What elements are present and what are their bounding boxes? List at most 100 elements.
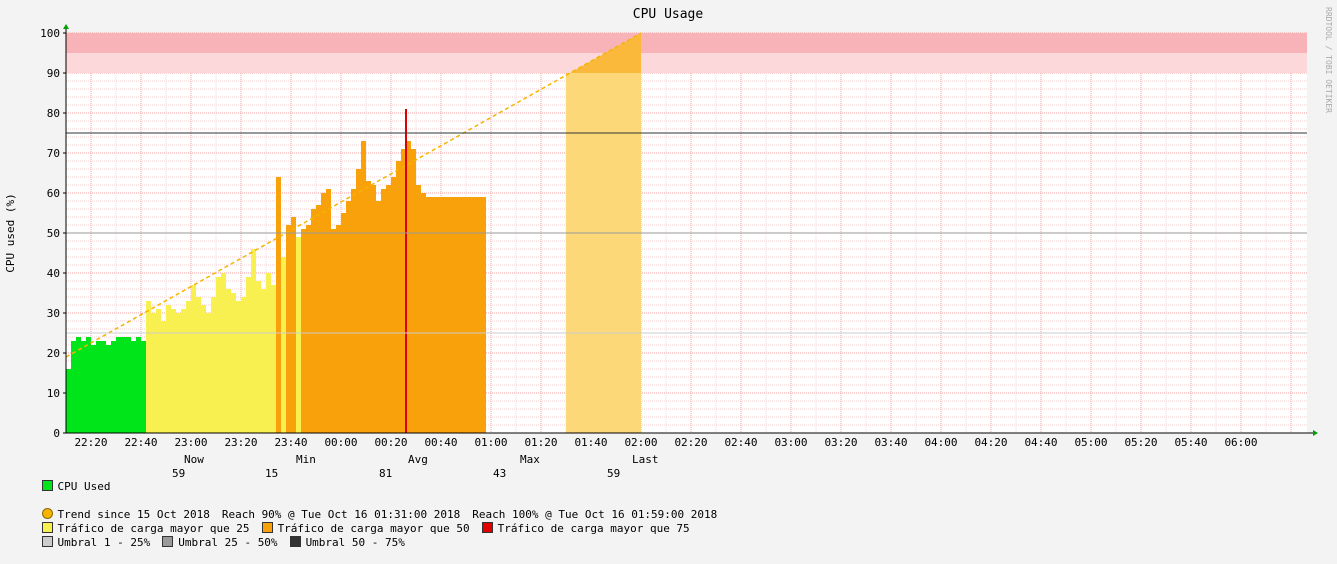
cpu-bar (326, 189, 331, 433)
traffic-50-swatch (261, 522, 273, 533)
cpu-bar (256, 281, 261, 433)
cpu-bar (391, 177, 396, 433)
threshold-band-pink (66, 53, 1307, 73)
legend-row-trend: Trend since 15 Oct 2018 Reach 90% @ Tue O… (15, 494, 729, 536)
cpu-bar (236, 301, 241, 433)
legend-header-max: Max (520, 453, 540, 466)
y-tick-label: 50 (47, 227, 60, 240)
x-tick-label: 23:40 (274, 436, 307, 449)
cpu-bar (116, 337, 126, 433)
cpu-bar (311, 209, 316, 433)
cpu-bar (106, 345, 111, 433)
cpu-bar (401, 149, 406, 433)
x-tick-label: 22:20 (74, 436, 107, 449)
cpu-usage-chart: 0 10 20 30 40 50 60 70 80 90 100 22:20 22:40 23:00 23:… (4, 7, 1333, 449)
y-tick-label: 80 (47, 107, 60, 120)
cpu-bar (201, 305, 206, 433)
cpu-bar (166, 305, 171, 433)
cpu-bar (261, 289, 266, 433)
cpu-bar (376, 201, 381, 433)
cpu-bar (111, 341, 116, 433)
cpu-bar (396, 161, 401, 433)
legend-row-traffic: Tráfico de carga mayor que 25 Tráfico de … (15, 508, 702, 550)
y-tick-label: 10 (47, 387, 60, 400)
cpu-bar (456, 197, 471, 433)
cpu-bar (286, 225, 291, 433)
x-tick-label: 02:40 (724, 436, 757, 449)
cpu-bar (81, 341, 86, 433)
cpu-used-max: 43 (493, 467, 507, 480)
cpu-bar (411, 149, 416, 433)
cpu-used-min: 15 (265, 467, 279, 480)
cpu-bar (316, 205, 321, 433)
cpu-used-label: CPU Used (57, 480, 111, 493)
umbral-3-swatch (289, 536, 301, 547)
y-tick-label: 60 (47, 187, 60, 200)
traffic-50-label: Tráfico de carga mayor que 50 (277, 522, 470, 535)
traffic-25-swatch (41, 522, 53, 533)
cpu-bar (216, 277, 221, 433)
y-tick-label: 30 (47, 307, 60, 320)
cpu-bar (96, 341, 101, 433)
x-tick-label: 23:20 (224, 436, 257, 449)
x-tick-label: 03:00 (774, 436, 807, 449)
cpu-bar (426, 197, 441, 433)
cpu-bar (281, 257, 286, 433)
y-axis-arrow (63, 24, 69, 29)
cpu-bar (181, 309, 186, 433)
x-tick-label: 04:00 (924, 436, 957, 449)
cpu-bar (91, 345, 96, 433)
trend-dot-icon (41, 508, 53, 519)
x-tick-label: 05:40 (1174, 436, 1207, 449)
cpu-bar (221, 273, 226, 433)
y-tick-label: 40 (47, 267, 60, 280)
cpu-bar (421, 193, 426, 433)
cpu-bar (341, 213, 346, 433)
cpu-bar (211, 297, 216, 433)
x-tick-label: 01:40 (574, 436, 607, 449)
cpu-bar (171, 309, 176, 433)
umbral-2-label: Umbral 25 - 50% (178, 536, 278, 549)
cpu-bar (101, 341, 106, 433)
cpu-bar (206, 313, 211, 433)
x-tick-label: 03:40 (874, 436, 907, 449)
cpu-used-avg: 81 (379, 467, 393, 480)
x-tick-label: 23:00 (174, 436, 207, 449)
y-tick-label: 0 (53, 427, 60, 440)
legend-header-last: Last (632, 453, 659, 466)
x-tick-label: 03:20 (824, 436, 857, 449)
umbral-2-swatch (162, 536, 174, 547)
cpu-bar (301, 229, 306, 433)
cpu-bar (406, 141, 411, 433)
watermark: RRDTOOL / TOBI OETIKER (1324, 7, 1333, 113)
cpu-bar (371, 185, 376, 433)
cpu-bar (126, 337, 131, 433)
trend-reach-90: Reach 90% @ Tue Oct 16 01:31:00 2018 (221, 508, 461, 521)
cpu-bar (151, 313, 156, 433)
cpu-bar (241, 297, 246, 433)
cpu-bar (251, 249, 256, 433)
traffic-75-label: Tráfico de carga mayor que 75 (497, 522, 690, 535)
cpu-bar (161, 321, 166, 433)
cpu-bar (331, 229, 336, 433)
traffic-75-swatch (481, 522, 493, 533)
cpu-bar (146, 301, 151, 433)
cpu-bar (386, 185, 391, 433)
cpu-bar (71, 341, 76, 433)
cpu-bar (361, 141, 366, 433)
cpu-bar (271, 285, 276, 433)
cpu-bar (226, 289, 231, 433)
legend-header-min: Min (296, 453, 316, 466)
umbral-3-label: Umbral 50 - 75% (305, 536, 405, 549)
cpu-bar (471, 197, 486, 433)
cpu-bar (86, 337, 91, 433)
cpu-bar (66, 369, 71, 433)
cpu-bar (366, 181, 371, 433)
chart-title: CPU Usage (633, 7, 704, 22)
x-tick-label: 22:40 (124, 436, 157, 449)
trend-since: Trend since 15 Oct 2018 (57, 508, 210, 521)
x-tick-label: 04:40 (1024, 436, 1057, 449)
cpu-bar (291, 217, 296, 433)
cpu-bar (246, 277, 251, 433)
x-tick-label: 05:00 (1074, 436, 1107, 449)
